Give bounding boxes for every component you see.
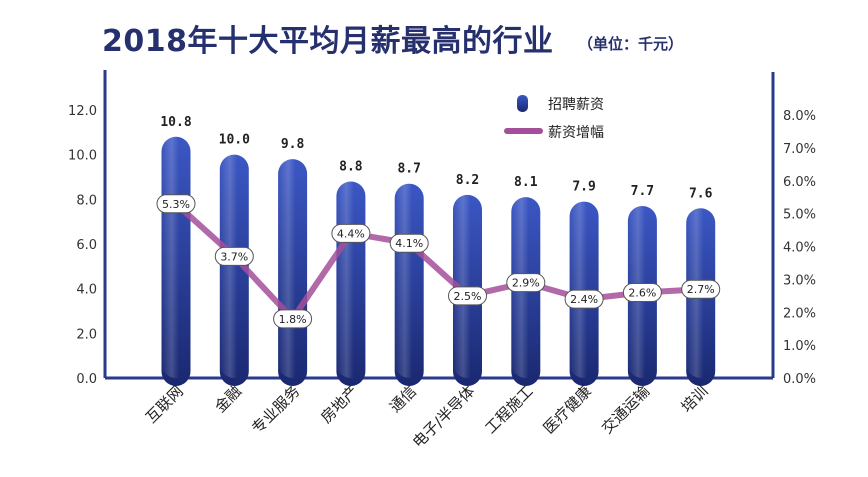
category-label: 培训 (678, 382, 712, 416)
line-point-marker (389, 233, 429, 253)
line-point-label: 4.1% (395, 237, 423, 250)
legend: 招聘薪资 薪资增幅 (504, 95, 604, 141)
y-tick-left: 12.0 (68, 104, 97, 119)
category-label: 电子/半导体 (409, 382, 478, 451)
y-tick-right: 1.0% (783, 339, 816, 354)
y-tick-left: 2.0 (76, 327, 97, 342)
line-point-label: 1.8% (279, 313, 307, 326)
category-label: 金融 (211, 382, 245, 416)
bar-value-label: 7.9 (572, 180, 595, 195)
bar-shine (278, 159, 308, 378)
bar-value-label: 8.2 (456, 173, 479, 188)
y-tick-right: 6.0% (783, 175, 816, 190)
category-label: 专业服务 (248, 382, 303, 437)
category-label: 房地产 (317, 382, 362, 427)
y-tick-right: 3.0% (783, 273, 816, 288)
y-tick-left: 10.0 (68, 149, 97, 164)
bar-shine (336, 181, 366, 378)
line-point-label: 4.4% (337, 227, 365, 240)
bar-value-label: 9.8 (281, 137, 305, 152)
y-tick-right: 4.0% (783, 241, 816, 256)
axes: 0.0 2.0 4.0 6.0 8.0 10.0 12.0 0.0% 1.0% 2.0% 3.0% 4… (68, 70, 816, 387)
y-tick-right: 7.0% (783, 142, 816, 157)
line-point-marker (273, 309, 313, 329)
legend-bar-swatch (517, 95, 528, 112)
bar-shine (161, 136, 191, 378)
y-tick-right: 5.0% (783, 208, 816, 223)
category-label: 通信 (386, 382, 420, 416)
y-tick-right: 0.0% (783, 372, 816, 387)
chart-title: 2018年十大平均月薪最高的行业 (102, 24, 554, 59)
line-point-label: 2.4% (570, 293, 598, 306)
line-point-marker (564, 289, 604, 309)
line-point-label: 2.5% (454, 290, 482, 303)
bar-value-label: 8.7 (397, 162, 420, 177)
line-point-label: 2.6% (628, 287, 656, 300)
bar-value-label: 7.7 (631, 184, 654, 199)
line-point-marker (681, 279, 721, 299)
bar-value-label: 10.8 (160, 115, 191, 130)
line-point-label: 2.7% (687, 283, 715, 296)
line-point-marker (622, 283, 662, 303)
unit-label: （单位：千元） (578, 35, 684, 53)
legend-line-label: 薪资增幅 (548, 125, 604, 141)
legend-bar-label: 招聘薪资 (548, 97, 604, 113)
y-tick-left: 4.0 (76, 283, 97, 298)
line-point-marker (448, 286, 487, 306)
bar-value-label: 8.1 (514, 175, 538, 190)
category-label: 医疗健康 (540, 382, 595, 437)
bar-shine (219, 154, 249, 378)
line-point-label: 2.9% (512, 277, 540, 290)
bar-value-label: 10.0 (219, 133, 250, 148)
category-label: 工程施工 (481, 382, 536, 437)
bar-value-label: 8.8 (339, 159, 363, 174)
line-point-marker (331, 223, 371, 243)
category-label: 交通运输 (598, 382, 653, 437)
growth-line: 5.3% 3.7% 1.8% 4.4% 4.1% 2.5% 2.9% 2.4% 2.6% 2.7% (156, 194, 721, 329)
y-tick-left: 0.0 (76, 372, 97, 387)
line-point-marker (156, 194, 196, 214)
bar-shine (394, 183, 424, 378)
y-tick-left: 8.0 (76, 193, 97, 208)
line-point-marker (506, 273, 546, 293)
line-point-label: 3.7% (220, 250, 248, 263)
y-tick-right: 8.0% (783, 109, 816, 124)
growth-line-path (173, 200, 704, 322)
y-tick-right: 2.0% (783, 306, 816, 321)
category-label: 互联网 (142, 382, 187, 427)
y-tick-left: 6.0 (76, 238, 97, 253)
line-point-marker (214, 246, 254, 266)
line-point-label: 5.3% (162, 198, 190, 211)
bar-value-label: 7.6 (689, 186, 713, 201)
